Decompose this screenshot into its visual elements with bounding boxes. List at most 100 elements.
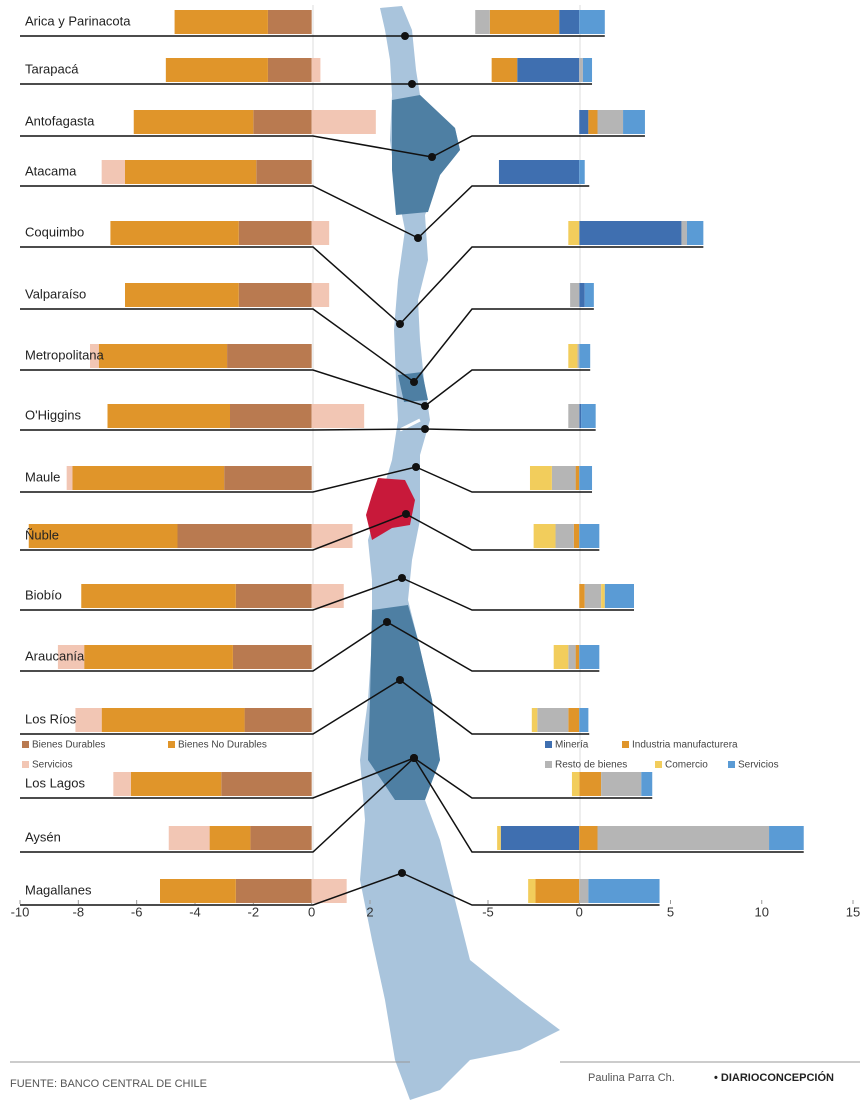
category-label: Los Ríos <box>25 711 77 726</box>
connector <box>401 577 634 611</box>
bar-segment <box>579 10 605 34</box>
bar-segment <box>311 404 365 428</box>
bar-segment <box>90 344 99 368</box>
bar-segment <box>517 58 580 82</box>
bar-segment <box>579 466 593 490</box>
x-tick-label: 5 <box>667 904 674 919</box>
bar-segment <box>537 708 569 732</box>
category-label: Valparaíso <box>25 286 86 301</box>
bar-segment <box>165 58 268 82</box>
legend-swatch <box>168 741 175 748</box>
map-dot <box>421 425 429 433</box>
bar-segment <box>570 283 580 307</box>
bar-segment <box>28 524 178 548</box>
map-dot <box>402 510 410 518</box>
bar-segment <box>553 645 569 669</box>
bar-segment <box>582 58 593 82</box>
legend-swatch <box>22 741 29 748</box>
bar-segment <box>529 466 552 490</box>
source: FUENTE: BANCO CENTRAL DE CHILE <box>10 1078 207 1090</box>
connector <box>413 757 804 853</box>
x-tick-label: -8 <box>73 904 85 919</box>
connector <box>20 679 401 735</box>
bar-segment <box>125 283 239 307</box>
connector <box>20 621 388 672</box>
map-dot <box>410 754 418 762</box>
category-label: Atacama <box>25 163 77 178</box>
bar-segment <box>579 110 589 134</box>
x-tick-label: 0 <box>576 904 583 919</box>
map-dot <box>408 80 416 88</box>
bar-segment <box>579 344 591 368</box>
connector <box>401 872 660 906</box>
bar-segment <box>113 772 131 796</box>
bar-segment <box>230 404 312 428</box>
bar-segment <box>311 283 330 307</box>
connector <box>20 872 403 906</box>
bar-segment <box>579 524 600 548</box>
category-label: Arica y Parinacota <box>25 13 131 28</box>
bar-segment <box>489 10 560 34</box>
map-dot <box>412 463 420 471</box>
map-dot <box>428 153 436 161</box>
bar-segment <box>267 10 312 34</box>
bar-segment <box>209 826 251 850</box>
bar-segment <box>311 58 321 82</box>
bar-segment <box>588 110 598 134</box>
bar-segment <box>686 221 704 245</box>
bar-segment <box>133 110 254 134</box>
map-dot <box>396 676 404 684</box>
bar-segment <box>160 879 236 903</box>
bar-segment <box>267 58 312 82</box>
connector <box>20 466 417 493</box>
map-dot <box>401 32 409 40</box>
bar-segment <box>528 879 536 903</box>
bar-segment <box>311 524 353 548</box>
legend-swatch <box>545 761 552 768</box>
bar-segment <box>597 110 624 134</box>
category-label: Aysén <box>25 829 61 844</box>
connector <box>386 621 600 672</box>
map-dot <box>421 402 429 410</box>
connector <box>417 185 590 239</box>
bar-segment <box>107 404 230 428</box>
bar-segment <box>311 110 376 134</box>
bar-segment <box>168 826 210 850</box>
bar-segment <box>174 10 268 34</box>
bar-segment <box>588 879 660 903</box>
bar-segment <box>623 110 645 134</box>
category-label: O'Higgins <box>25 407 81 422</box>
bar-segment <box>573 524 580 548</box>
legend-label: Resto de bienes <box>555 760 627 771</box>
legend-label: Industria manufacturera <box>632 740 738 751</box>
connector <box>20 757 415 853</box>
bar-segment <box>579 772 602 796</box>
bar-segment <box>535 879 580 903</box>
map-dot <box>414 234 422 242</box>
author: Paulina Parra Ch. <box>588 1072 675 1084</box>
x-tick-label: 0 <box>308 904 315 919</box>
x-tick-label: -10 <box>11 904 30 919</box>
connector <box>20 246 401 325</box>
bar-segment <box>498 160 580 184</box>
bar-segment <box>579 283 585 307</box>
bar-segment <box>98 344 228 368</box>
connector <box>399 679 590 735</box>
connector <box>413 757 653 799</box>
bar-segment <box>604 584 634 608</box>
map <box>360 6 560 1100</box>
x-tick-label: 15 <box>846 904 860 919</box>
bar-segment <box>533 524 556 548</box>
bar-segment <box>579 584 585 608</box>
bar-segment <box>568 344 578 368</box>
connector <box>424 428 596 431</box>
map-border <box>399 418 421 432</box>
map-dot <box>396 320 404 328</box>
connector <box>415 466 593 493</box>
bar-segment <box>551 466 576 490</box>
legend-label: Comercio <box>665 760 708 771</box>
map-region-south <box>368 605 440 800</box>
bar-segment <box>579 58 583 82</box>
legend-swatch <box>728 761 735 768</box>
